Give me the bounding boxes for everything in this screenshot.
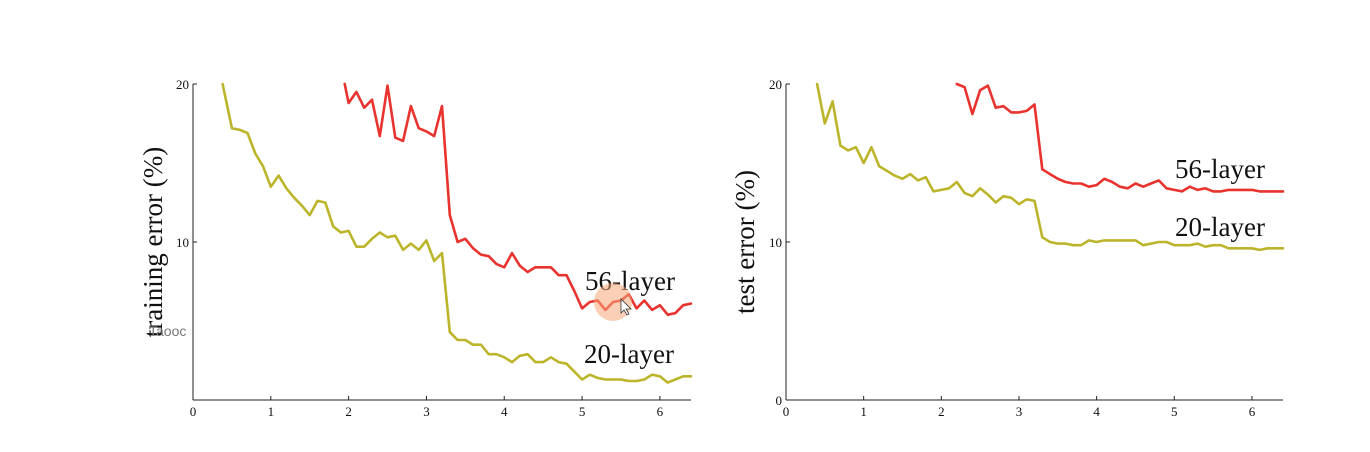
series-line-20-layer <box>221 82 693 384</box>
x-tick-label: 6 <box>1249 404 1256 419</box>
y-tick-label: 0 <box>776 393 783 408</box>
y-tick-label: 20 <box>769 77 782 92</box>
series-line-56-layer <box>955 82 1285 193</box>
cursor-highlight <box>594 283 632 321</box>
watermark-text: Taooc <box>149 323 186 339</box>
x-tick-label: 2 <box>345 404 352 419</box>
series-line-56-layer <box>343 82 693 317</box>
x-tick-label: 4 <box>501 404 508 419</box>
y-tick-label: 10 <box>176 235 189 250</box>
y-tick-label: 20 <box>176 77 189 92</box>
series-label-20-layer: 20-layer <box>1175 212 1265 242</box>
y-tick-label: 10 <box>769 235 782 250</box>
x-tick-label: 1 <box>860 404 867 419</box>
chart-2: 0 1 2 3 4 5 6 0 10 20 test error (%) 56-layer 20-lay… <box>730 77 1285 419</box>
y-axis-label: test error (%) <box>730 170 760 314</box>
mouse-pointer-icon <box>620 298 632 316</box>
x-tick-label: 3 <box>423 404 430 419</box>
x-tick-label: 5 <box>579 404 586 419</box>
series-label-20-layer: 20-layer <box>584 339 674 369</box>
x-tick-label: 4 <box>1093 404 1100 419</box>
x-tick-label: 5 <box>1171 404 1178 419</box>
x-tick-label: 3 <box>1016 404 1023 419</box>
cursor-overlay <box>594 283 632 321</box>
x-tick-label: 1 <box>268 404 275 419</box>
x-tick-label: 0 <box>783 404 790 419</box>
series-label-56-layer: 56-layer <box>1175 154 1265 184</box>
x-tick-label: 2 <box>938 404 945 419</box>
x-tick-label: 0 <box>190 404 197 419</box>
y-axis-label: training error (%) <box>138 147 168 337</box>
series-line-20-layer <box>815 82 1285 252</box>
x-tick-label: 6 <box>657 404 664 419</box>
